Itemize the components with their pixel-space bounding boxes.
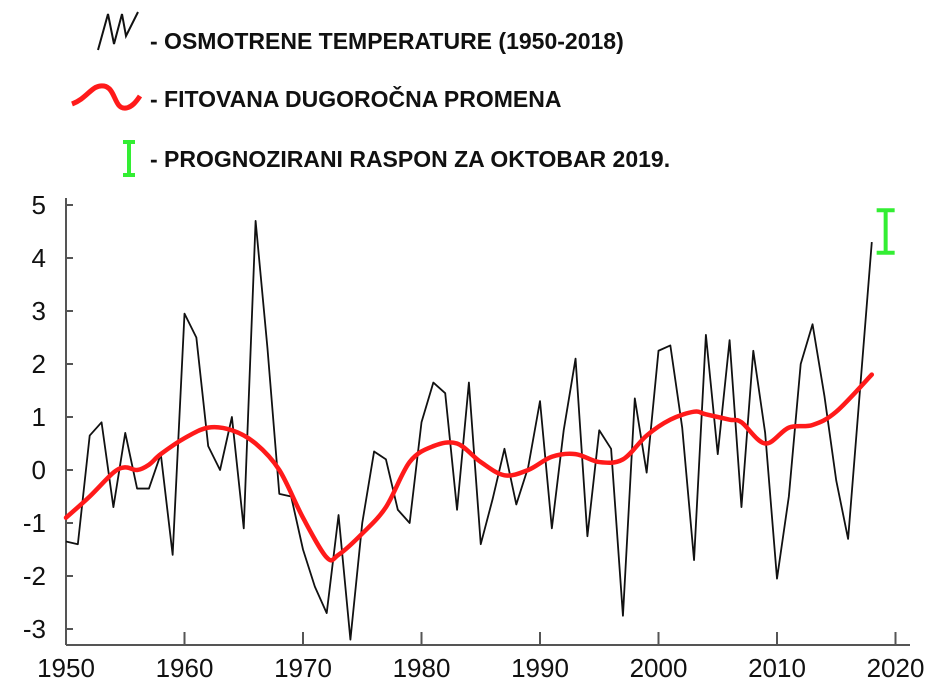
axes: 1950 1960 1970 1980 1990 2000 2010 2020 5 4 3 2 1 0 -1…	[23, 190, 925, 683]
y-tick-label: 5	[32, 190, 46, 220]
x-tick-label: 2000	[630, 653, 688, 683]
y-tick-label: 4	[32, 243, 46, 273]
x-tick-label: 1990	[511, 653, 569, 683]
legend-fit-icon	[70, 83, 143, 111]
y-tick-label: 1	[32, 402, 46, 432]
fitted-trend-line	[63, 372, 875, 563]
x-tick-label: 1970	[274, 653, 332, 683]
y-tick-label: 3	[32, 296, 46, 326]
x-tick-label: 2020	[867, 653, 925, 683]
x-tick-label: 1980	[393, 653, 451, 683]
y-tick-label: -1	[23, 508, 46, 538]
x-tick-label: 1960	[156, 653, 214, 683]
y-tick-label: 0	[32, 455, 46, 485]
legend-forecast-icon	[123, 140, 135, 177]
legend-fit-label: - FITOVANA DUGOROČNA PROMENA	[150, 86, 562, 112]
x-tick-label: 2010	[748, 653, 806, 683]
x-tick-label: 1950	[37, 653, 95, 683]
legend-forecast-label: - PROGNOZIRANI RASPON ZA OKTOBAR 2019.	[150, 146, 671, 172]
y-tick-label: -3	[23, 614, 46, 644]
legend-observed-icon	[97, 11, 139, 51]
forecast-range-bar	[876, 208, 895, 255]
legend-observed-label: - OSMOTRENE TEMPERATURE (1950-2018)	[150, 28, 624, 54]
y-tick-label: 2	[32, 349, 46, 379]
y-tick-label: -2	[23, 561, 46, 591]
